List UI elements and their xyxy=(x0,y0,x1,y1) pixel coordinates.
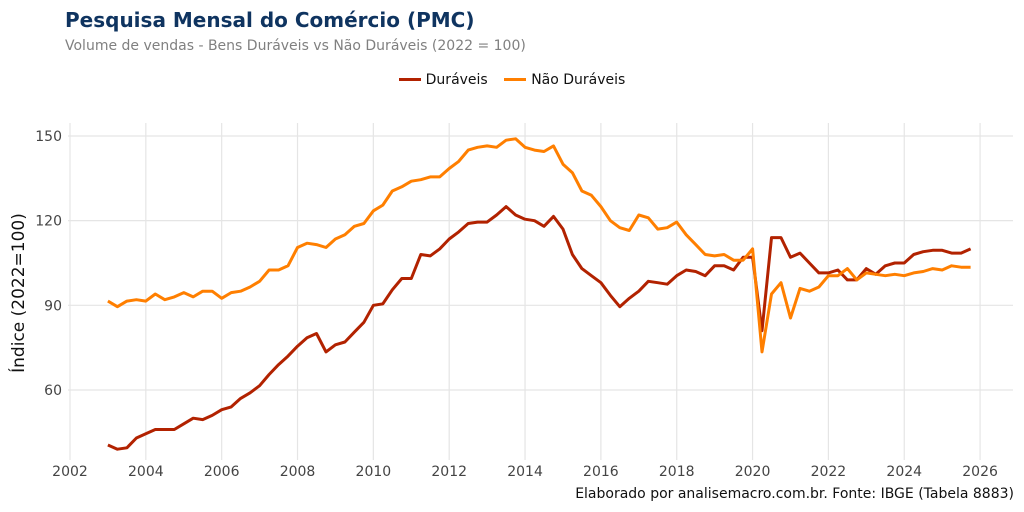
series-line-duraveis xyxy=(107,205,972,451)
series-line-nao-duraveis xyxy=(107,137,971,354)
chart-title: Pesquisa Mensal do Comércio (PMC) xyxy=(65,8,475,32)
x-tick-label: 2008 xyxy=(280,464,316,480)
legend-swatch-nao-duraveis xyxy=(504,78,527,81)
x-tick-label: 2012 xyxy=(431,464,467,480)
tick-labels: 60 90 120 150 2002 2004 2006 2008 2010 2012 2014 20… xyxy=(35,129,998,480)
legend-label-duraveis: Duráveis xyxy=(425,71,488,88)
x-tick-label: 2020 xyxy=(735,464,771,480)
x-tick-label: 2006 xyxy=(204,464,240,480)
y-tick-label: 150 xyxy=(35,129,62,145)
legend: Duráveis Não Duráveis xyxy=(0,69,1024,88)
x-tick-label: 2002 xyxy=(52,464,88,480)
x-tick-label: 2026 xyxy=(962,464,998,480)
legend-label-nao-duraveis: Não Duráveis xyxy=(531,71,626,88)
y-tick-label: 120 xyxy=(35,214,62,230)
y-axis-label: Índice (2022=100) xyxy=(7,213,29,373)
caption: Elaborado por analisemacro.com.br. Fonte… xyxy=(575,486,1014,502)
grid xyxy=(68,123,1013,460)
x-tick-label: 2014 xyxy=(507,464,543,480)
legend-item-duraveis: Duráveis xyxy=(398,71,488,88)
x-tick-label: 2022 xyxy=(811,464,847,480)
y-tick-label: 90 xyxy=(44,298,62,314)
x-tick-label: 2010 xyxy=(356,464,392,480)
x-tick-label: 2004 xyxy=(128,464,164,480)
x-tick-label: 2016 xyxy=(583,464,619,480)
y-tick-label: 60 xyxy=(44,383,62,399)
chart-subtitle: Volume de vendas - Bens Duráveis vs Não … xyxy=(65,38,526,54)
x-tick-label: 2024 xyxy=(886,464,922,480)
series-lines xyxy=(107,137,972,451)
x-tick-label: 2018 xyxy=(659,464,695,480)
legend-item-nao-duraveis: Não Duráveis xyxy=(504,72,625,88)
legend-swatch-duraveis xyxy=(398,78,421,81)
